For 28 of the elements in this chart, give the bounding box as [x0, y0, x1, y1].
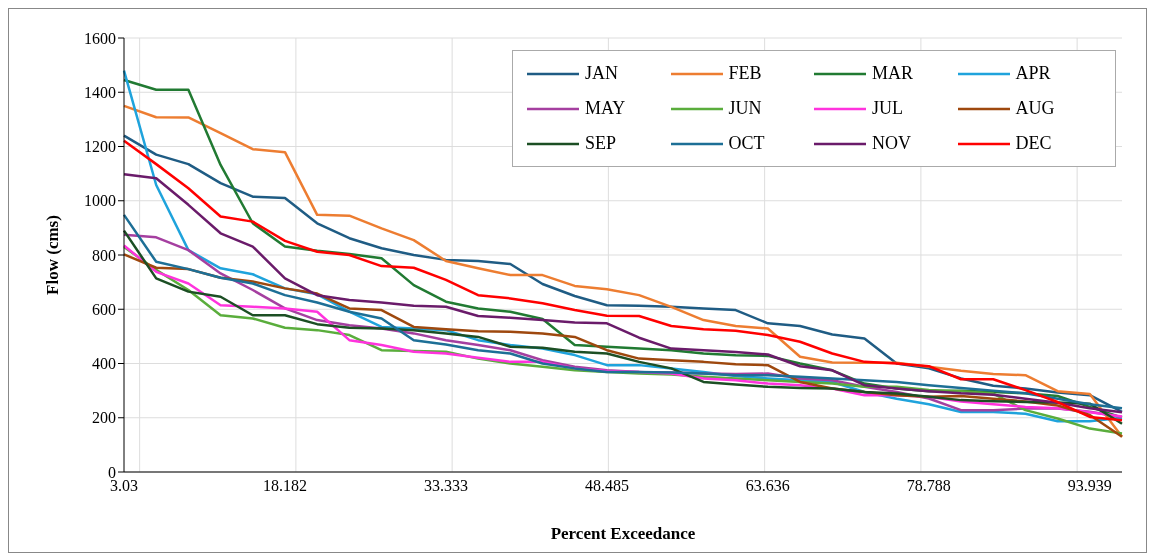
- x-tick-label: 63.636: [745, 477, 790, 495]
- y-tick-label: 1400: [84, 83, 116, 101]
- x-tick-label: 93.939: [1067, 477, 1112, 495]
- y-tick-label: 800: [92, 246, 116, 264]
- legend-label: AUG: [1015, 98, 1055, 119]
- legend-label: APR: [1015, 63, 1051, 84]
- legend-label: FEB: [728, 63, 762, 84]
- y-tick-label: 1000: [84, 192, 116, 210]
- legend-label: JUL: [872, 98, 903, 119]
- legend-label: JUN: [728, 98, 762, 119]
- y-tick-label: 1600: [84, 29, 116, 47]
- x-tick-label: 48.485: [584, 477, 629, 495]
- legend-label: MAY: [585, 98, 626, 119]
- legend-label: MAR: [872, 63, 914, 84]
- y-tick-label: 200: [92, 409, 116, 427]
- legend-label: OCT: [728, 133, 765, 154]
- legend-label: SEP: [585, 133, 617, 154]
- x-tick-label: 78.788: [906, 477, 951, 495]
- y-tick-label: 600: [92, 300, 116, 318]
- y-axis-title: Flow (cms): [43, 215, 63, 295]
- legend-label: JAN: [585, 63, 619, 84]
- y-tick-label: 400: [92, 355, 116, 373]
- y-tick-label: 1200: [84, 138, 116, 156]
- legend-label: NOV: [872, 133, 911, 154]
- x-tick-label: 33.333: [423, 477, 468, 495]
- x-axis-title: Percent Exceedance: [550, 524, 696, 543]
- x-tick-label: 18.182: [262, 477, 307, 495]
- legend-label: DEC: [1015, 133, 1052, 154]
